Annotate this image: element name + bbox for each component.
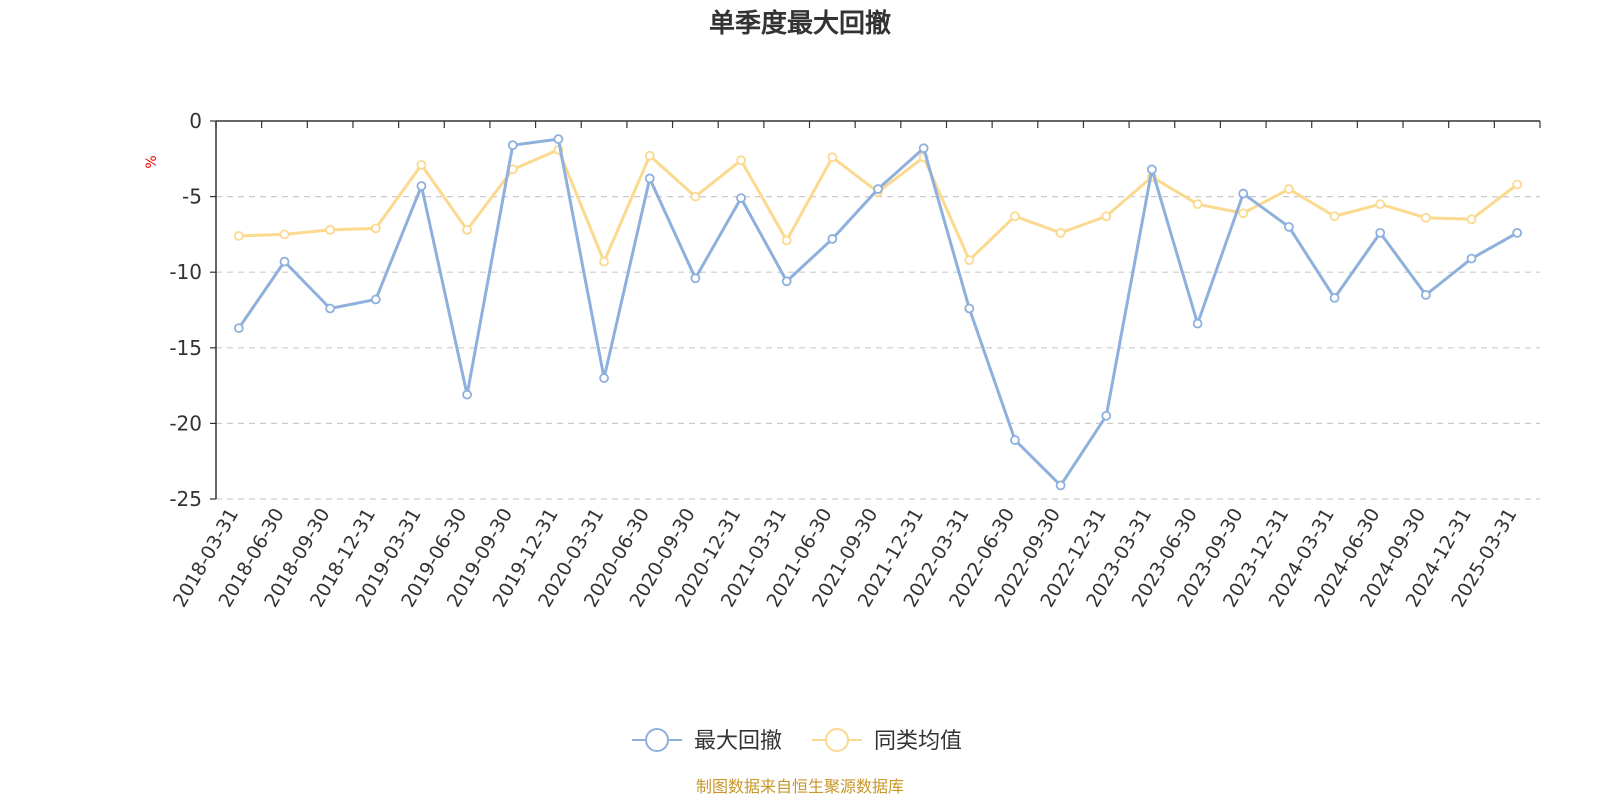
data-point[interactable] (1375, 227, 1386, 238)
y-axis-unit: % (144, 155, 160, 168)
data-point[interactable] (233, 231, 244, 241)
data-point[interactable] (1238, 188, 1249, 199)
data-point[interactable] (781, 235, 792, 246)
data-point[interactable] (1055, 227, 1066, 238)
data-point[interactable] (644, 173, 655, 184)
data-point[interactable] (827, 234, 838, 244)
y-tick-label: -20 (169, 411, 202, 435)
data-point[interactable] (918, 143, 929, 154)
data-point[interactable] (964, 303, 975, 314)
legend-item-0[interactable]: 最大回撤 (632, 728, 782, 754)
y-axis-ticks: 0 -5 -10 -15 -20 -25 (169, 109, 216, 511)
data-point[interactable] (325, 224, 336, 235)
data-point[interactable] (1466, 214, 1477, 225)
data-point[interactable] (1238, 208, 1249, 219)
legend-marker (645, 728, 669, 752)
data-point[interactable] (736, 193, 746, 204)
data-point[interactable] (964, 255, 975, 266)
data-point[interactable] (507, 140, 518, 151)
data-point[interactable] (233, 323, 244, 334)
data-point[interactable] (599, 373, 609, 383)
data-point[interactable] (1420, 212, 1431, 223)
data-point[interactable] (1329, 211, 1340, 222)
data-point[interactable] (1329, 293, 1340, 303)
data-point[interactable] (781, 276, 792, 287)
data-point[interactable] (1512, 179, 1523, 190)
data-point[interactable] (1420, 289, 1431, 300)
data-point[interactable] (1101, 410, 1112, 421)
data-point[interactable] (1147, 164, 1157, 175)
data-point[interactable] (462, 389, 473, 400)
data-point[interactable] (279, 256, 290, 267)
data-point[interactable] (1466, 253, 1477, 264)
data-point[interactable] (1101, 211, 1112, 222)
grid-lines (216, 196, 1540, 500)
data-point[interactable] (370, 294, 381, 305)
data-point[interactable] (1055, 480, 1066, 491)
legend-item-1[interactable]: 同类均值 (812, 728, 962, 754)
axes (215, 120, 1540, 499)
data-point[interactable] (1283, 221, 1294, 232)
data-point[interactable] (690, 273, 701, 284)
y-tick-label: -10 (169, 260, 202, 284)
data-point[interactable] (827, 152, 838, 163)
source-note: 制图数据来自恒生聚源数据库 (696, 777, 904, 796)
data-point[interactable] (370, 223, 381, 234)
y-tick-label: -25 (169, 487, 202, 511)
legend-marker (825, 728, 849, 752)
data-point[interactable] (1192, 318, 1203, 329)
data-point[interactable] (1283, 184, 1294, 194)
data-point[interactable] (1010, 211, 1020, 222)
x-axis-ticks: 2018-03-312018-06-302018-09-302018-12-31… (169, 121, 1541, 611)
data-point[interactable] (416, 181, 427, 191)
data-point[interactable] (279, 229, 290, 240)
data-point[interactable] (736, 155, 746, 166)
data-point[interactable] (1192, 199, 1203, 210)
data-point[interactable] (599, 256, 609, 267)
chart-title: 单季度最大回撤 (709, 8, 891, 39)
data-point[interactable] (325, 303, 336, 314)
legend[interactable]: 最大回撤 同类均值 (632, 728, 962, 754)
series-line-1 (238, 148, 1519, 264)
legend-label: 最大回撤 (694, 729, 782, 754)
data-point[interactable] (553, 134, 564, 145)
y-tick-label: -5 (182, 185, 202, 209)
legend-label: 同类均值 (874, 729, 962, 754)
data-point[interactable] (1010, 435, 1020, 445)
y-tick-label: 0 (189, 109, 202, 133)
data-point[interactable] (1375, 199, 1386, 210)
data-point[interactable] (416, 159, 427, 170)
data-point[interactable] (690, 191, 701, 202)
data-point[interactable] (462, 224, 473, 235)
series-group (233, 134, 1523, 491)
data-point[interactable] (644, 150, 655, 161)
y-tick-label: -15 (169, 336, 202, 360)
data-point[interactable] (1512, 227, 1523, 238)
data-point[interactable] (873, 184, 883, 194)
